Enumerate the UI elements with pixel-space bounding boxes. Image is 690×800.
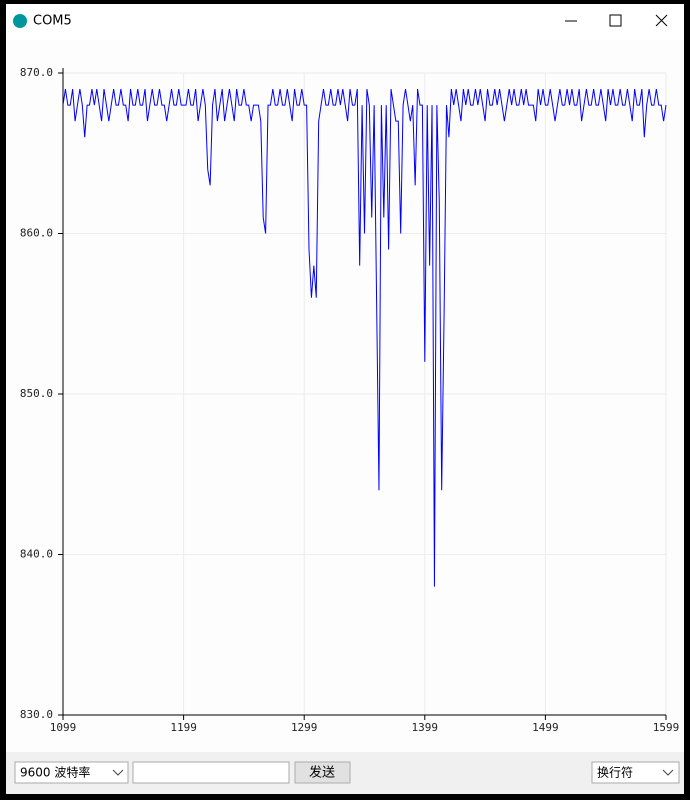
x-tick-label: 1499 [532,721,559,734]
x-tick-label: 1199 [170,721,197,734]
dropdown-arrow [662,769,674,776]
y-tick-label: 870.0 [20,66,53,79]
x-tick-label: 1099 [50,721,77,734]
close-button[interactable] [655,14,668,27]
send-input[interactable] [132,761,290,784]
data-line [62,88,667,587]
line-ending-label: 换行符 [597,765,633,780]
y-tick-label: 850.0 [20,387,53,400]
x-tick-label: 1599 [653,721,680,734]
app-icon [13,14,27,28]
baud-select[interactable] [14,761,129,784]
line-ending-select[interactable] [591,761,680,784]
send-button[interactable] [294,761,351,784]
maximize-button[interactable] [609,14,622,27]
window-title: COM5 [33,14,72,29]
baud-label: 9600 波特率 [20,765,90,780]
y-tick-label: 830.0 [20,708,53,721]
plot-background [6,40,684,752]
dropdown-arrow [112,769,124,776]
y-tick-label: 840.0 [20,548,53,561]
x-tick-label: 1299 [291,721,318,734]
x-tick-label: 1399 [412,721,439,734]
plot: 830.0 840.0 850.0 860.0 870.0 1099 1199 1299 139… [20,66,679,734]
y-tick-label: 860.0 [20,227,53,240]
send-label: 发送 [309,765,335,781]
